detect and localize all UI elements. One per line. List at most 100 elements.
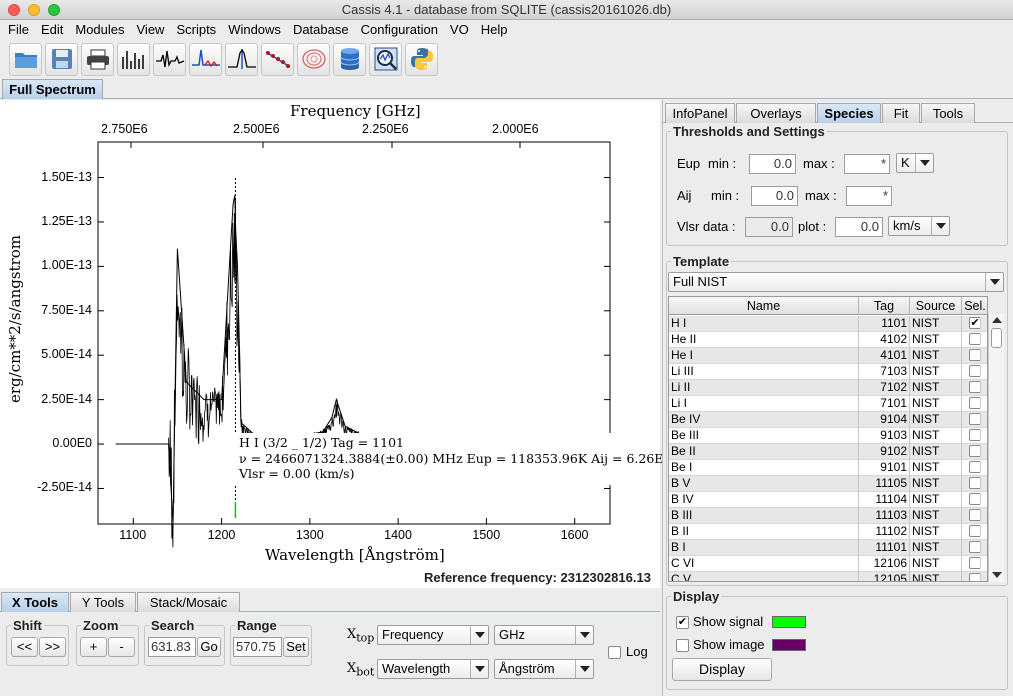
table-row[interactable]: B IV 11104 NIST bbox=[669, 492, 987, 508]
select-species-checkbox[interactable] bbox=[969, 477, 981, 489]
column-header-source[interactable]: Source bbox=[910, 297, 962, 315]
zoom-in-button[interactable]: + bbox=[80, 637, 107, 657]
menu-edit[interactable]: Edit bbox=[40, 22, 64, 37]
select-species-checkbox[interactable] bbox=[969, 445, 981, 457]
minimize-window-button[interactable] bbox=[28, 4, 40, 16]
template-select[interactable]: Full NIST bbox=[668, 272, 1004, 292]
save-button[interactable] bbox=[45, 42, 78, 76]
menu-file[interactable]: File bbox=[8, 22, 29, 37]
tab-y-tools[interactable]: Y Tools bbox=[70, 592, 136, 612]
select-species-checkbox[interactable] bbox=[969, 349, 981, 361]
table-row[interactable]: Be IV 9104 NIST bbox=[669, 412, 987, 428]
scroll-down-icon[interactable] bbox=[992, 572, 1002, 578]
scroll-thumb[interactable] bbox=[991, 328, 1002, 348]
menu-help[interactable]: Help bbox=[480, 22, 508, 37]
tab-overlays[interactable]: Overlays bbox=[736, 103, 816, 123]
menu-windows[interactable]: Windows bbox=[228, 22, 281, 37]
tab-infopanel[interactable]: InfoPanel bbox=[665, 103, 735, 123]
search-input[interactable]: 631.83 bbox=[148, 637, 196, 657]
spectrum-plot-panel[interactable]: Frequency [GHz] Wavelength [Ångström] er… bbox=[0, 100, 671, 588]
range-input[interactable]: 570.75 bbox=[233, 637, 282, 657]
tab-species[interactable]: Species bbox=[817, 103, 881, 123]
select-species-checkbox[interactable] bbox=[969, 525, 981, 537]
select-species-checkbox[interactable] bbox=[969, 541, 981, 553]
print-button[interactable] bbox=[81, 42, 114, 76]
shift-left-button[interactable]: << bbox=[11, 637, 38, 657]
menu-modules[interactable]: Modules bbox=[75, 22, 125, 37]
table-row[interactable]: B III 11103 NIST bbox=[669, 508, 987, 524]
species-table-scrollbar[interactable] bbox=[988, 314, 1004, 582]
spectrum-analysis-button[interactable] bbox=[153, 42, 186, 76]
log-checkbox[interactable] bbox=[608, 646, 621, 659]
table-row[interactable]: H I 1101 NIST ✔ bbox=[669, 316, 987, 332]
database-button[interactable] bbox=[333, 42, 366, 76]
column-header-tag[interactable]: Tag bbox=[859, 297, 910, 315]
line-analysis-button[interactable] bbox=[225, 42, 258, 76]
select-species-checkbox[interactable] bbox=[969, 573, 981, 581]
xbot-axis-select[interactable]: Wavelength bbox=[377, 659, 489, 679]
shift-right-button[interactable]: >> bbox=[39, 637, 66, 657]
menu-configuration[interactable]: Configuration bbox=[360, 22, 438, 37]
python-button[interactable] bbox=[405, 42, 438, 76]
table-row[interactable]: Li III 7103 NIST bbox=[669, 364, 987, 380]
select-species-checkbox[interactable] bbox=[969, 365, 981, 377]
tab-full-spectrum[interactable]: Full Spectrum bbox=[2, 79, 103, 99]
select-species-checkbox[interactable] bbox=[969, 397, 981, 409]
tab-tools[interactable]: Tools bbox=[921, 103, 975, 123]
tab-stack-mosaic[interactable]: Stack/Mosaic bbox=[137, 592, 240, 612]
table-row[interactable]: B V 11105 NIST bbox=[669, 476, 987, 492]
menu-database[interactable]: Database bbox=[292, 22, 349, 37]
scroll-up-icon[interactable] bbox=[992, 317, 1002, 323]
column-header-name[interactable]: Name bbox=[669, 297, 859, 315]
eup-min-input[interactable]: 0.0 bbox=[749, 154, 796, 174]
tab-fit[interactable]: Fit bbox=[882, 103, 920, 123]
select-species-checkbox[interactable] bbox=[969, 557, 981, 569]
table-row[interactable]: C VI 12106 NIST bbox=[669, 556, 987, 572]
table-row[interactable]: Be III 9103 NIST bbox=[669, 428, 987, 444]
menu-vo[interactable]: VO bbox=[449, 22, 469, 37]
table-row[interactable]: He I 4101 NIST bbox=[669, 348, 987, 364]
eup-unit-select[interactable]: K bbox=[896, 153, 934, 173]
select-species-checkbox[interactable] bbox=[969, 381, 981, 393]
vo-search-button[interactable] bbox=[369, 42, 402, 76]
eup-max-input[interactable]: * bbox=[844, 154, 890, 174]
select-species-checkbox[interactable] bbox=[969, 413, 981, 425]
select-species-checkbox[interactable] bbox=[969, 333, 981, 345]
select-species-checkbox[interactable] bbox=[969, 461, 981, 473]
show-image-checkbox[interactable] bbox=[676, 639, 689, 652]
xbot-unit-select[interactable]: Ångström bbox=[494, 659, 594, 679]
xtop-axis-select[interactable]: Frequency bbox=[377, 625, 489, 645]
tab-x-tools[interactable]: X Tools bbox=[1, 592, 69, 612]
show-signal-checkbox[interactable]: ✔ bbox=[676, 616, 689, 629]
display-button[interactable]: Display bbox=[672, 658, 772, 681]
go-button[interactable]: Go bbox=[197, 637, 221, 657]
signal-color-swatch[interactable] bbox=[772, 616, 806, 628]
close-window-button[interactable] bbox=[8, 4, 20, 16]
menu-view[interactable]: View bbox=[136, 22, 165, 37]
line-spectrum-button[interactable] bbox=[117, 42, 150, 76]
set-range-button[interactable]: Set bbox=[283, 637, 309, 657]
table-row[interactable]: C V 12105 NIST bbox=[669, 572, 987, 581]
select-species-checkbox[interactable] bbox=[969, 493, 981, 505]
aij-max-input[interactable]: * bbox=[846, 186, 892, 206]
select-species-checkbox[interactable]: ✔ bbox=[969, 317, 981, 329]
lte-model-button[interactable] bbox=[189, 42, 222, 76]
aij-min-input[interactable]: 0.0 bbox=[751, 186, 798, 206]
table-row[interactable]: B II 11102 NIST bbox=[669, 524, 987, 540]
table-row[interactable]: Be II 9102 NIST bbox=[669, 444, 987, 460]
rotational-diagram-button[interactable] bbox=[261, 42, 294, 76]
table-row[interactable]: B I 11101 NIST bbox=[669, 540, 987, 556]
image-color-swatch[interactable] bbox=[772, 639, 806, 651]
spectrum-plot[interactable] bbox=[0, 100, 660, 570]
column-header-sel[interactable]: Sel. bbox=[962, 297, 987, 315]
xtop-unit-select[interactable]: GHz bbox=[494, 625, 594, 645]
table-row[interactable]: Li I 7101 NIST bbox=[669, 396, 987, 412]
spectral-cube-button[interactable] bbox=[297, 42, 330, 76]
table-row[interactable]: Li II 7102 NIST bbox=[669, 380, 987, 396]
vlsr-unit-select[interactable]: km/s bbox=[888, 216, 950, 236]
table-row[interactable]: Be I 9101 NIST bbox=[669, 460, 987, 476]
select-species-checkbox[interactable] bbox=[969, 429, 981, 441]
zoom-out-button[interactable]: - bbox=[108, 637, 135, 657]
zoom-window-button[interactable] bbox=[48, 4, 60, 16]
menu-scripts[interactable]: Scripts bbox=[176, 22, 217, 37]
